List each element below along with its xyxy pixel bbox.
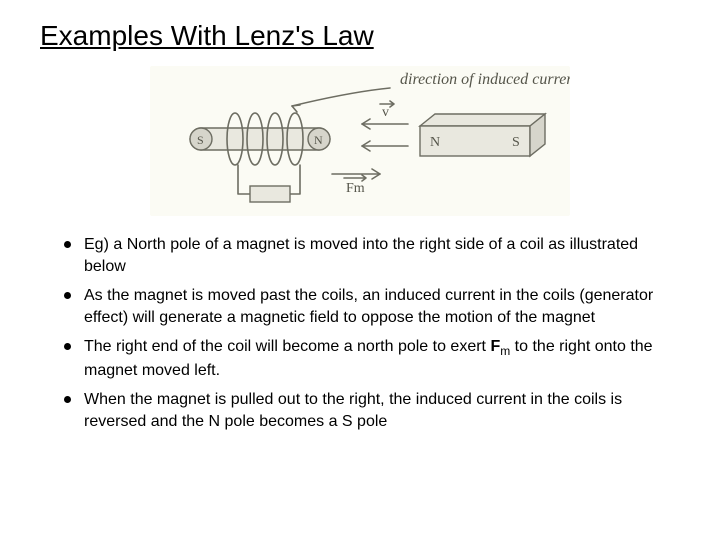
bullet-text: When the magnet is pulled out to the rig… — [84, 391, 622, 430]
caption-arrow — [292, 88, 390, 106]
slide-title: Examples With Lenz's Law — [40, 20, 680, 52]
bullet-text: As the magnet is moved past the coils, a… — [84, 287, 653, 326]
bullet-list: Eg) a North pole of a magnet is moved in… — [40, 234, 680, 433]
list-item: Eg) a North pole of a magnet is moved in… — [64, 234, 680, 277]
lenz-law-diagram: direction of induced current S N — [150, 66, 570, 216]
list-item: The right end of the coil will become a … — [64, 336, 680, 381]
coil-s-label: S — [197, 133, 204, 147]
diagram-svg: direction of induced current S N — [150, 66, 570, 216]
list-item: When the magnet is pulled out to the rig… — [64, 389, 680, 432]
bullet-text: Eg) a North pole of a magnet is moved in… — [84, 236, 638, 275]
fm-label: Fm — [346, 181, 365, 196]
caption-arrowhead — [292, 105, 300, 112]
slide: Examples With Lenz's Law direction of in… — [0, 0, 720, 540]
magnet-top — [420, 114, 545, 126]
coil-n-label: N — [314, 133, 323, 147]
load-block — [250, 186, 290, 202]
magnet-n-label: N — [430, 135, 440, 150]
bullet-text: The right end of the coil will become a … — [84, 338, 490, 355]
list-item: As the magnet is moved past the coils, a… — [64, 285, 680, 328]
caption-text: direction of induced current — [400, 71, 570, 88]
v-label: v — [382, 105, 389, 120]
magnet-s-label: S — [512, 135, 520, 150]
force-subscript: m — [500, 345, 510, 359]
force-symbol: F — [490, 338, 500, 355]
diagram-container: direction of induced current S N — [40, 66, 680, 216]
